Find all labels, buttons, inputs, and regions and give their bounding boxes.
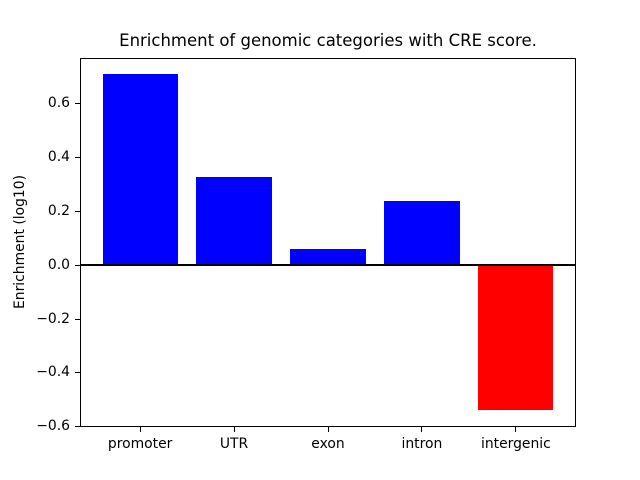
y-tick-mark	[75, 264, 80, 266]
y-tick-mark	[75, 103, 80, 105]
x-tick-label-exon: exon	[311, 436, 345, 452]
y-tick-label: −0.6	[36, 418, 70, 435]
bar-UTR	[196, 176, 272, 266]
x-tick-label-UTR: UTR	[219, 436, 249, 452]
x-tick-mark	[421, 427, 423, 433]
y-tick-mark	[75, 372, 80, 374]
bar-promoter	[102, 74, 178, 266]
y-tick-label: 0.0	[47, 256, 70, 273]
y-tick-mark	[75, 426, 80, 428]
y-tick-label: 0.2	[47, 202, 70, 219]
x-tick-mark	[327, 427, 329, 433]
x-tick-label-intergenic: intergenic	[480, 436, 551, 452]
y-tick-label: −0.2	[36, 310, 70, 327]
x-tick-label-intron: intron	[401, 436, 443, 452]
zero-line	[80, 264, 576, 267]
y-tick-mark	[75, 210, 80, 212]
x-tick-label-promoter: promoter	[107, 436, 173, 452]
y-tick-mark	[75, 318, 80, 320]
y-tick-label: 0.6	[47, 95, 70, 112]
chart-title: Enrichment of genomic categories with CR…	[119, 31, 537, 50]
x-tick-mark	[139, 427, 141, 433]
x-tick-mark	[515, 427, 517, 433]
y-tick-label: 0.4	[47, 149, 70, 166]
y-tick-label: −0.4	[36, 364, 70, 381]
bar-intergenic	[478, 265, 554, 411]
y-tick-mark	[75, 157, 80, 159]
bar-intron	[384, 200, 460, 266]
x-tick-mark	[233, 427, 235, 433]
bar-exon	[290, 249, 366, 266]
y-axis-label: Enrichment (log10)	[12, 174, 28, 310]
